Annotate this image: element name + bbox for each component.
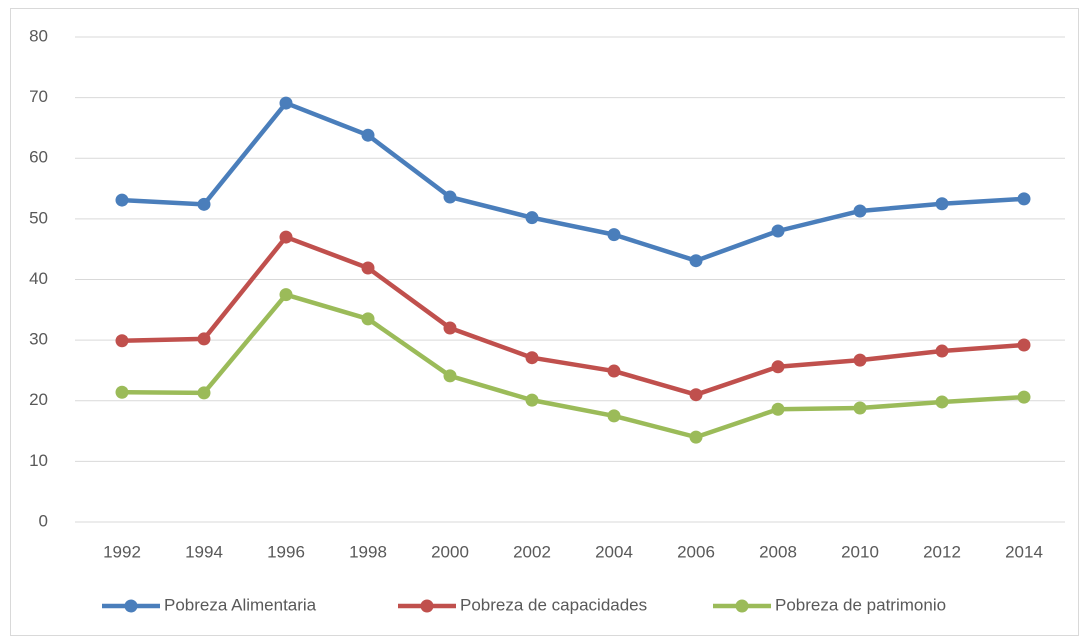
x-tick-label: 2014 <box>1005 542 1043 561</box>
series-line <box>121 100 1025 263</box>
y-tick-label: 40 <box>29 269 48 288</box>
data-point <box>1017 390 1031 404</box>
series-line <box>121 234 1025 397</box>
series-line <box>121 292 1025 440</box>
y-tick-label: 10 <box>29 451 48 470</box>
data-point <box>443 321 457 335</box>
y-tick-label: 30 <box>29 330 48 349</box>
data-point <box>607 364 621 378</box>
y-tick-label: 50 <box>29 208 48 227</box>
x-tick-label: 1992 <box>103 542 141 561</box>
legend-marker <box>124 599 138 613</box>
data-point <box>443 369 457 383</box>
data-point <box>115 193 129 207</box>
x-tick-label: 2004 <box>595 542 633 561</box>
data-point <box>361 261 375 275</box>
x-tick-label: 2010 <box>841 542 879 561</box>
data-point <box>689 388 703 402</box>
y-tick-label: 60 <box>29 148 48 167</box>
x-tick-label: 1998 <box>349 542 387 561</box>
data-point <box>115 334 129 348</box>
y-tick-label: 80 <box>29 26 48 45</box>
y-tick-label: 70 <box>29 87 48 106</box>
data-point <box>607 228 621 242</box>
x-tick-label: 2006 <box>677 542 715 561</box>
x-tick-label: 1994 <box>185 542 223 561</box>
data-point <box>443 190 457 204</box>
legend-label: Pobreza Alimentaria <box>164 595 317 614</box>
data-point <box>279 96 293 110</box>
legend-marker <box>420 599 434 613</box>
data-point <box>1017 192 1031 206</box>
data-point <box>361 312 375 326</box>
data-point <box>935 395 949 409</box>
data-point <box>525 351 539 365</box>
data-point <box>115 385 129 399</box>
data-point <box>525 393 539 407</box>
x-tick-label: 2012 <box>923 542 961 561</box>
data-point <box>771 360 785 374</box>
data-point <box>935 197 949 211</box>
x-tick-label: 2008 <box>759 542 797 561</box>
data-point <box>689 430 703 444</box>
data-point <box>853 401 867 415</box>
x-tick-label: 2002 <box>513 542 551 561</box>
data-point <box>607 409 621 423</box>
data-point <box>771 402 785 416</box>
legend-label: Pobreza de capacidades <box>460 595 647 614</box>
data-point <box>197 332 211 346</box>
data-point <box>853 353 867 367</box>
data-point <box>853 204 867 218</box>
data-point <box>279 230 293 244</box>
y-tick-label: 0 <box>39 511 48 530</box>
data-point <box>1017 338 1031 352</box>
legend-marker <box>735 599 749 613</box>
data-point <box>771 224 785 238</box>
data-point <box>279 288 293 302</box>
y-tick-label: 20 <box>29 390 48 409</box>
data-point <box>197 386 211 400</box>
x-tick-label: 1996 <box>267 542 305 561</box>
data-point <box>361 128 375 142</box>
chart-border <box>10 8 1079 636</box>
legend-label: Pobreza de patrimonio <box>775 595 946 614</box>
data-point <box>935 344 949 358</box>
data-point <box>197 197 211 211</box>
data-point <box>689 254 703 268</box>
x-tick-label: 2000 <box>431 542 469 561</box>
data-point <box>525 211 539 225</box>
